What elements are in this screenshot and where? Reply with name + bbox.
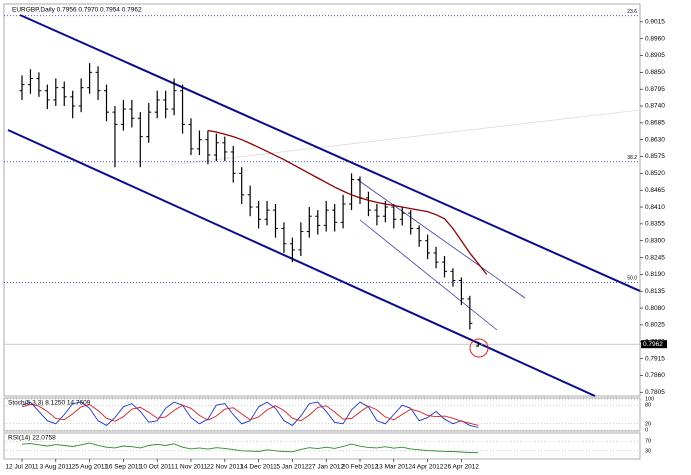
y-tick-label: 100 xyxy=(645,396,654,402)
rsi-frame xyxy=(3,432,641,460)
x-tick-label: 25 Aug 2011 xyxy=(72,464,108,471)
channel-upper xyxy=(19,14,641,292)
main-frame xyxy=(3,3,641,397)
y-tick-label: 0.8355 xyxy=(645,221,665,228)
moving-average xyxy=(207,129,488,275)
indicator-line xyxy=(21,403,479,426)
y-tick-label: 0.8245 xyxy=(645,254,665,261)
x-tick-label: 20 Feb 2012 xyxy=(342,464,379,471)
fib-label: 23.6 xyxy=(627,9,637,15)
stoch-frame xyxy=(3,397,641,432)
y-tick-label: 0.7860 xyxy=(645,372,665,379)
y-tick-label: 0.8850 xyxy=(645,69,665,76)
y-tick-label: 20 xyxy=(645,421,651,427)
y-tick-label: 0.8135 xyxy=(645,288,665,295)
indicator-line xyxy=(21,401,479,428)
y-tick-label: 0 xyxy=(645,427,648,433)
rsi-title: RSI(14) 22.0758 xyxy=(8,435,56,442)
y-tick-label: 0.8520 xyxy=(645,170,665,177)
y-tick-label: 0.8960 xyxy=(645,35,665,42)
y-tick-label: 70 xyxy=(645,439,651,445)
fib-label: 38.2 xyxy=(627,155,637,161)
small-channel-upper xyxy=(357,179,526,299)
y-tick-label: 80 xyxy=(645,403,651,409)
stoch-title: Stoch(5,3,3) 8.1250 14.7609 xyxy=(8,400,91,407)
x-tick-label: 22 Nov 2011 xyxy=(207,464,244,471)
y-tick-label: 30 xyxy=(645,448,651,454)
x-tick-label: 26 Apr 2012 xyxy=(444,464,479,471)
chart-title: EURGBP,Daily 0.7956 0.7970 0.7954 0.7962 xyxy=(12,7,142,14)
x-tick-label: 12 Jul 2011 xyxy=(5,464,39,471)
x-tick-label: 1 Nov 2011 xyxy=(175,464,208,471)
y-tick-label: 0.8575 xyxy=(645,153,665,160)
x-tick-label: 13 Mar 2012 xyxy=(376,464,413,471)
current-price-label: 0.7962 xyxy=(643,341,663,348)
y-tick-label: 0.9015 xyxy=(645,19,665,26)
y-tick-label: 0.8410 xyxy=(645,204,665,211)
y-tick-label: 0.8685 xyxy=(645,120,665,127)
x-tick-label: 4 Apr 2012 xyxy=(412,464,444,471)
y-tick-label: 0.8630 xyxy=(645,136,665,143)
faint-trendline xyxy=(169,109,641,166)
x-tick-label: 3 Aug 2011 xyxy=(40,464,73,471)
x-tick-label: 10 Oct 2011 xyxy=(140,464,175,471)
y-tick-label: 0.8740 xyxy=(645,103,665,110)
y-tick-label: 0.7915 xyxy=(645,355,665,362)
y-tick-label: 0.7805 xyxy=(645,389,665,396)
y-tick-label: 0.8025 xyxy=(645,322,665,329)
fib-label: 50.0 xyxy=(627,276,637,282)
y-tick-label: 0.8465 xyxy=(645,187,665,194)
plot-layer: 0.9015 0.8960 0.8905 0.8850 0.8795 0.8740 0.86… xyxy=(4,9,667,471)
y-tick-label: 0.8795 xyxy=(645,86,665,93)
current-price-box xyxy=(641,340,667,349)
x-tick-label: 16 Sep 2011 xyxy=(105,464,142,471)
y-tick-label: 0.8080 xyxy=(645,305,665,312)
y-tick-label: 0.8300 xyxy=(645,237,665,244)
x-tick-label: 14 Dec 2011 xyxy=(240,464,277,471)
y-tick-label: 0.8190 xyxy=(645,271,665,278)
x-tick-label: 27 Jan 2012 xyxy=(308,464,344,471)
highlight-circle xyxy=(469,338,489,358)
small-channel-lower xyxy=(359,219,498,331)
indicator-line xyxy=(21,442,479,454)
x-tick-label: 5 Jan 2012 xyxy=(276,464,309,471)
channel-lower xyxy=(7,129,596,397)
y-tick-label: 0.8905 xyxy=(645,52,665,59)
